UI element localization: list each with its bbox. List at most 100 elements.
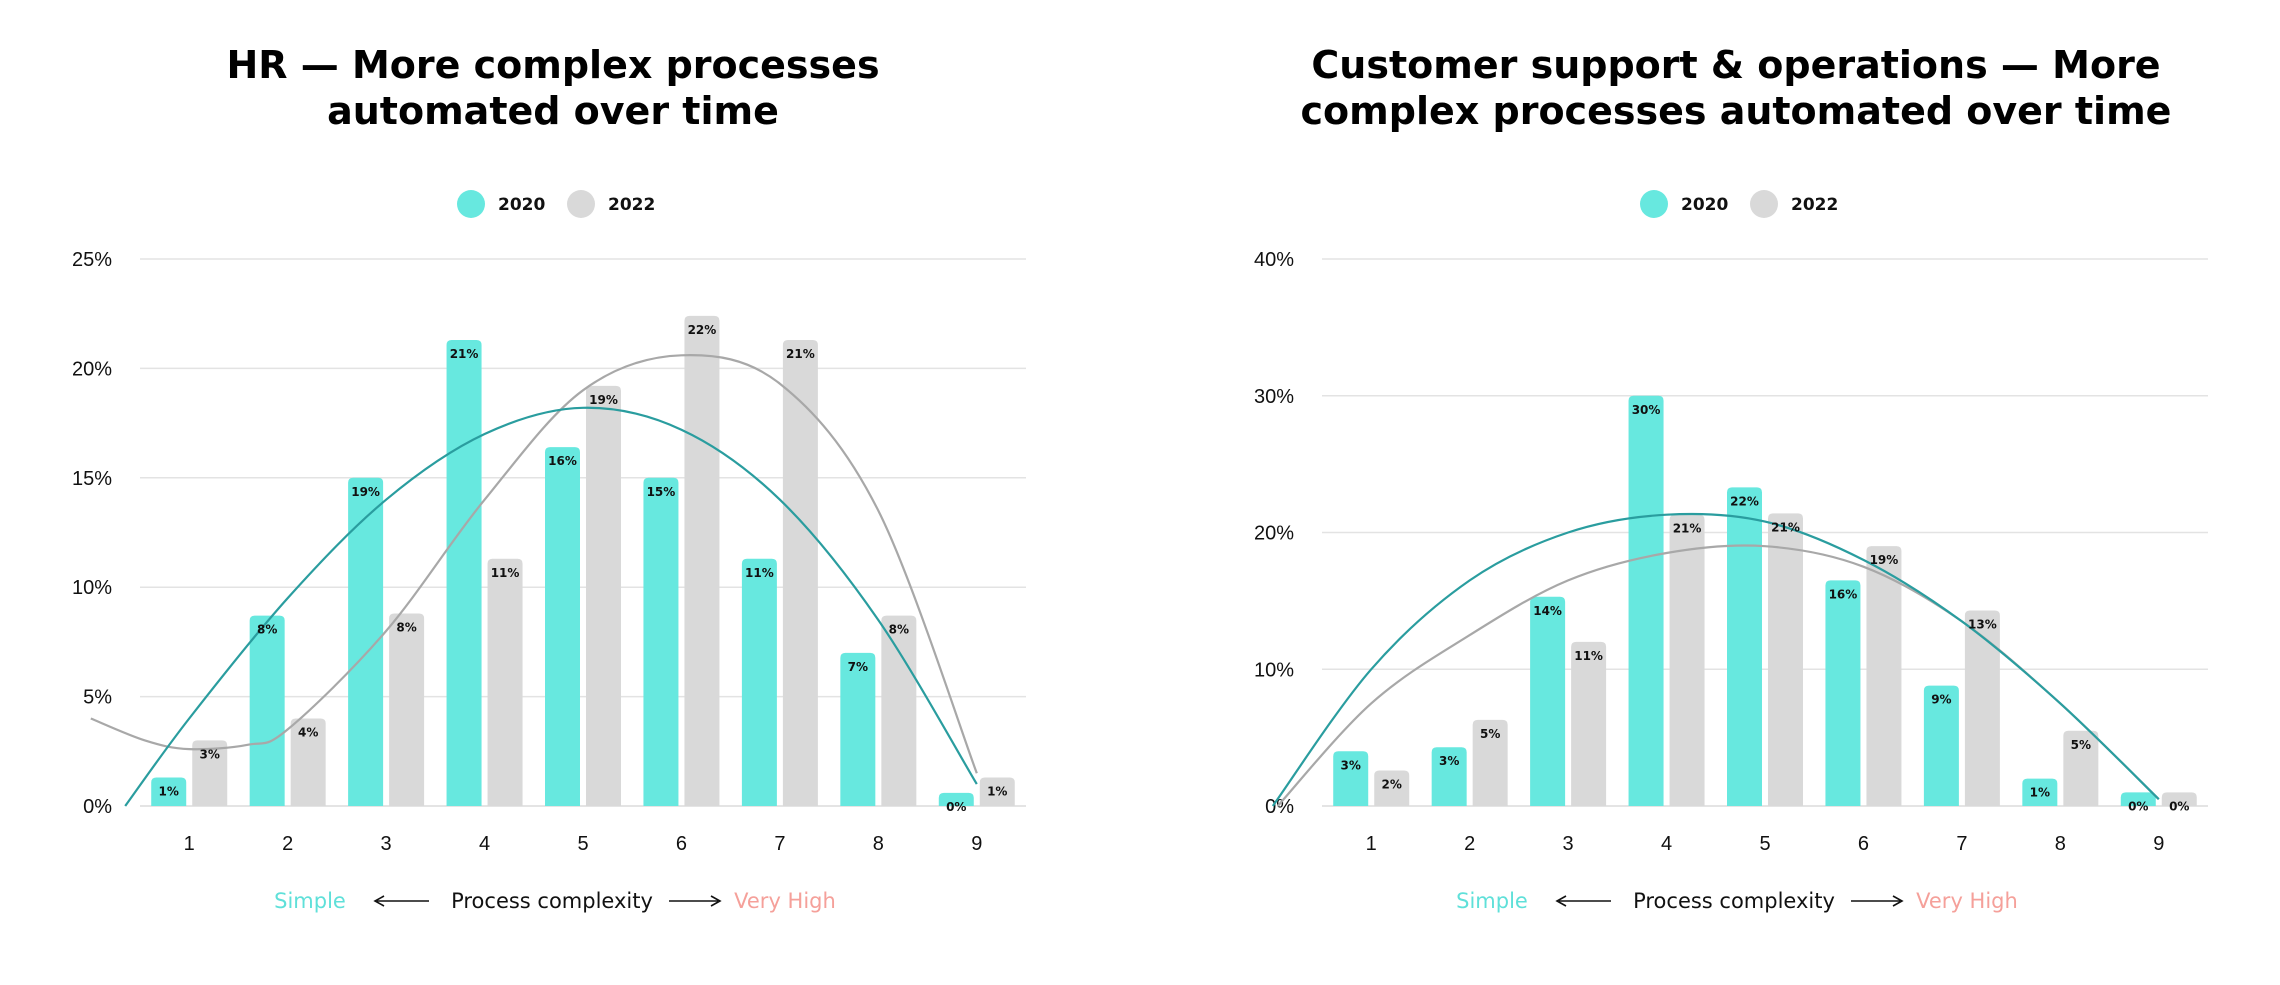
data-label-2022-8: 5% — [2071, 738, 2091, 752]
y-tick-label: 15% — [72, 468, 112, 490]
bar-2022-4 — [1669, 514, 1705, 806]
y-tick-label: 0% — [1265, 796, 1294, 818]
y-tick-label: 25% — [72, 249, 112, 271]
y-tick-label: 20% — [72, 358, 112, 380]
axis-caption-very-high: Very High — [734, 889, 836, 913]
x-tick-label: 3 — [1563, 833, 1574, 855]
bar-2022-4 — [487, 558, 523, 806]
data-label-2020-1: 3% — [1341, 758, 1361, 772]
data-label-2022-5: 19% — [589, 393, 618, 407]
data-label-2020-5: 16% — [548, 454, 577, 468]
data-label-2020-3: 19% — [351, 485, 380, 499]
data-label-2022-7: 21% — [786, 347, 815, 361]
chart-title-line: complex processes automated over time — [1301, 89, 2172, 133]
bar-2022-6 — [1866, 546, 1902, 806]
legend-label-2022: 2022 — [608, 195, 655, 215]
bar-2020-7 — [1923, 685, 1959, 806]
bar-2020-6 — [643, 477, 679, 806]
data-label-2022-1: 2% — [1382, 777, 1402, 791]
x-tick-label: 9 — [971, 833, 982, 855]
data-label-2022-9: 0% — [2169, 799, 2189, 813]
data-label-2020-7: 11% — [745, 566, 774, 580]
bar-2020-9 — [2120, 792, 2156, 806]
x-axis-label: Process complexity — [1633, 889, 1835, 913]
x-axis-label: Process complexity — [451, 889, 653, 913]
data-label-2022-2: 5% — [1480, 727, 1500, 741]
data-label-2022-3: 11% — [1574, 649, 1603, 663]
legend-label-2022: 2022 — [1791, 195, 1838, 215]
x-tick-label: 5 — [577, 833, 588, 855]
legend-label-2020: 2020 — [1681, 195, 1728, 215]
y-tick-label: 10% — [72, 577, 112, 599]
x-tick-label: 8 — [873, 833, 884, 855]
bar-2022-5 — [586, 385, 621, 806]
data-label-2022-4: 11% — [491, 566, 520, 580]
axis-caption-simple: Simple — [274, 889, 346, 913]
bar-2022-3 — [1571, 641, 1607, 806]
x-tick-label: 6 — [1858, 833, 1869, 855]
data-label-2022-1: 3% — [200, 747, 220, 761]
bar-2022-3 — [389, 613, 425, 806]
legend: 2020 2022 — [1640, 190, 1838, 218]
y-tick-label: 40% — [1254, 249, 1294, 271]
bar-2022-1 — [192, 740, 228, 806]
y-tick-label: 20% — [1254, 523, 1294, 545]
bar-2020-9 — [938, 792, 974, 806]
axis-caption-very-high: Very High — [1916, 889, 2018, 913]
bar-2020-8 — [2022, 778, 2058, 806]
data-label-2020-5: 22% — [1730, 494, 1759, 508]
bar-2022-1 — [1374, 770, 1410, 806]
bar-2022-7 — [1964, 610, 2000, 806]
legend-label-2020: 2020 — [498, 195, 545, 215]
bar-2022-6 — [684, 315, 720, 806]
legend-swatch-2020 — [1640, 190, 1668, 218]
arrow-right-icon — [1892, 895, 1904, 907]
bar-2022-2 — [1472, 719, 1508, 806]
y-tick-label: 10% — [1254, 659, 1294, 681]
x-tick-label: 3 — [381, 833, 392, 855]
x-tick-label: 7 — [1956, 833, 1967, 855]
bar-2022-5 — [1768, 513, 1803, 806]
legend-swatch-2020 — [457, 190, 485, 218]
bar-2020-3 — [1530, 596, 1566, 806]
chart-title-line: HR — More complex processes — [226, 43, 879, 87]
bar-2020-4 — [446, 339, 482, 806]
data-label-2020-4: 21% — [450, 347, 479, 361]
data-label-2022-4: 21% — [1673, 522, 1702, 536]
x-tick-label: 4 — [1661, 833, 1672, 855]
data-label-2020-2: 8% — [257, 623, 277, 637]
data-label-2020-6: 15% — [647, 485, 676, 499]
data-label-2020-9: 0% — [2128, 799, 2148, 813]
y-tick-label: 5% — [83, 687, 112, 709]
legend-swatch-2022 — [567, 190, 595, 218]
bar-2020-5 — [1727, 487, 1762, 806]
arrow-left-icon — [373, 895, 385, 907]
x-tick-label: 2 — [1464, 833, 1475, 855]
trend-line-2020 — [1271, 512, 2160, 807]
bar-2020-3 — [348, 477, 384, 806]
y-tick-label: 0% — [83, 796, 112, 818]
bar-2022-8 — [881, 615, 917, 806]
data-label-2022-3: 8% — [396, 620, 416, 634]
bar-2020-4 — [1628, 395, 1664, 806]
bar-2020-7 — [741, 558, 777, 806]
data-label-2022-6: 22% — [688, 323, 717, 337]
axis-caption-simple: Simple — [1456, 889, 1528, 913]
data-label-2020-6: 16% — [1829, 587, 1858, 601]
x-tick-label: 1 — [184, 833, 195, 855]
data-label-2020-4: 30% — [1632, 403, 1661, 417]
data-label-2020-7: 9% — [1931, 693, 1951, 707]
bar-2020-1 — [151, 777, 187, 806]
legend: 2020 2022 — [457, 190, 655, 218]
bar-2020-6 — [1825, 580, 1861, 806]
data-label-2020-3: 14% — [1533, 604, 1562, 618]
x-tick-label: 7 — [774, 833, 785, 855]
bar-2020-8 — [840, 652, 876, 806]
bar-2020-2 — [1431, 747, 1467, 806]
data-label-2022-5: 21% — [1771, 520, 1800, 534]
bar-2022-9 — [2161, 792, 2197, 806]
chart-title-line: automated over time — [327, 89, 779, 133]
arrow-right-icon — [710, 895, 722, 907]
